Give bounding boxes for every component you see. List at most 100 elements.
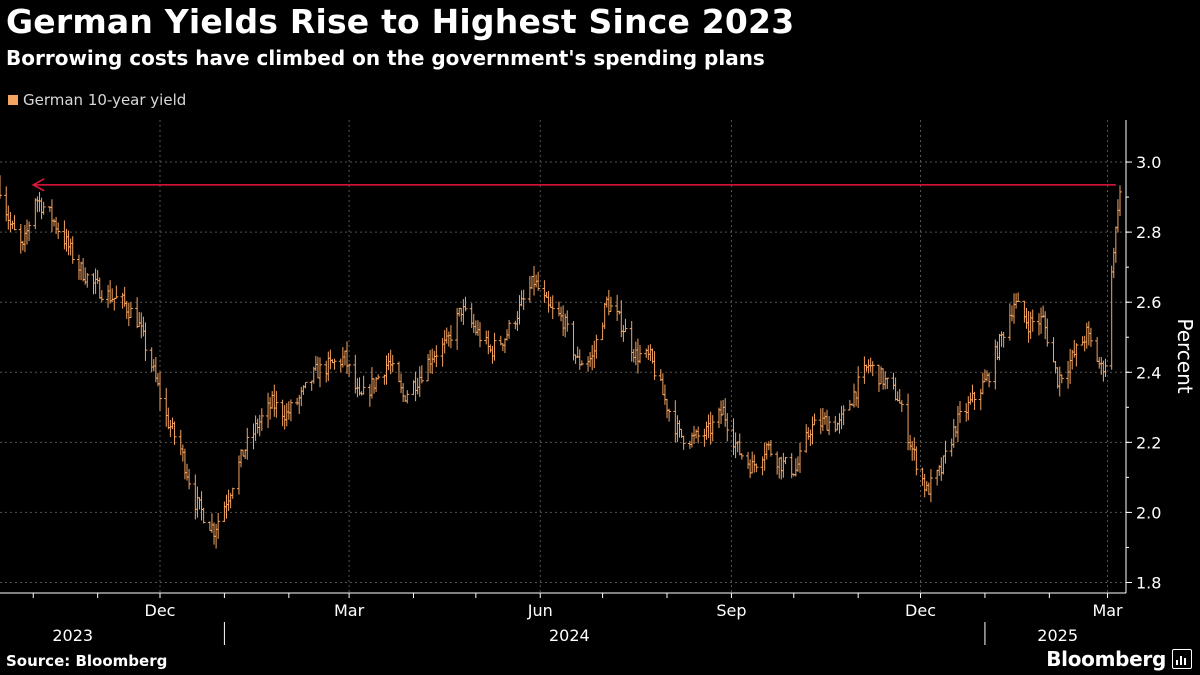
- ohlc-bar: [99, 290, 104, 303]
- ohlc-bar: [457, 307, 462, 317]
- ohlc-bar: [723, 398, 728, 427]
- ohlc-bar: [1053, 360, 1058, 374]
- ohlc-bar: [748, 459, 753, 479]
- ohlc-bar: [997, 334, 1002, 361]
- ohlc-bar: [862, 356, 867, 384]
- ohlc-bar: [1113, 226, 1118, 263]
- ohlc-bar: [529, 276, 534, 290]
- ohlc-bar: [168, 420, 173, 438]
- x-tick-label: Jun: [527, 601, 553, 620]
- ohlc-bar: [299, 387, 304, 407]
- ohlc-bar: [85, 273, 90, 288]
- ohlc-bar: [70, 236, 75, 264]
- ohlc-bar: [1115, 199, 1120, 233]
- ohlc-bar: [405, 390, 410, 404]
- ohlc-bar: [1097, 357, 1102, 369]
- ohlc-bar: [644, 348, 649, 358]
- ohlc-bar: [600, 322, 605, 341]
- ohlc-bar: [0, 175, 2, 199]
- ohlc-bar: [62, 220, 67, 250]
- ohlc-bar: [313, 355, 318, 371]
- ohlc-bar: [502, 338, 507, 354]
- ohlc-bar: [798, 442, 802, 473]
- ohlc-bar: [1101, 360, 1106, 382]
- ohlc-bar: [1016, 292, 1021, 303]
- ohlc-bar: [270, 391, 275, 409]
- ohlc-bar: [746, 452, 751, 469]
- ohlc-bar: [1103, 358, 1108, 377]
- ohlc-bar: [1051, 337, 1056, 363]
- ohlc-bar: [56, 222, 61, 240]
- ohlc-bar: [455, 307, 460, 350]
- ohlc-bar: [446, 331, 451, 347]
- ohlc-bar: [309, 380, 314, 391]
- ohlc-bar: [1014, 293, 1019, 309]
- ohlc-bar: [4, 186, 9, 222]
- ohlc-bars: [0, 175, 1122, 549]
- ohlc-bar: [492, 332, 497, 361]
- y-tick-label: 2.8: [1136, 223, 1161, 242]
- ohlc-bar: [143, 322, 148, 361]
- ohlc-bar: [546, 290, 551, 313]
- ohlc-bar: [68, 238, 73, 256]
- ohlc-bar: [128, 302, 133, 319]
- ohlc-bar: [430, 348, 435, 374]
- ohlc-bar: [158, 371, 162, 411]
- ohlc-bar: [463, 296, 468, 312]
- ohlc-bar: [939, 457, 944, 481]
- ohlc-bar: [559, 306, 564, 322]
- ohlc-bar: [667, 408, 672, 422]
- ohlc-bar: [696, 426, 701, 444]
- ohlc-bar: [239, 449, 244, 468]
- ohlc-bar: [253, 415, 258, 441]
- ohlc-bar: [735, 441, 740, 453]
- ohlc-bar: [779, 456, 784, 480]
- ohlc-bar: [486, 330, 491, 355]
- ohlc-bar: [79, 261, 84, 281]
- ohlc-bar: [633, 341, 638, 366]
- ohlc-bar: [507, 319, 512, 339]
- ohlc-bar: [689, 432, 694, 448]
- x-axis: Dec Mar Jun Sep Dec Mar 2023 2024 2025: [0, 592, 1126, 645]
- ohlc-bar: [442, 330, 447, 354]
- ohlc-bar: [10, 220, 15, 229]
- ohlc-bar: [1074, 343, 1079, 367]
- ohlc-bar: [280, 399, 285, 427]
- ohlc-bar: [303, 381, 308, 389]
- y-tick-label: 2.2: [1136, 433, 1161, 452]
- ohlc-bar: [781, 452, 786, 478]
- ohlc-bar: [708, 411, 713, 445]
- ohlc-bar: [141, 316, 146, 337]
- ohlc-bar: [920, 467, 925, 486]
- ohlc-bar: [282, 405, 287, 430]
- ohlc-bar: [139, 312, 144, 339]
- ohlc-bar: [926, 482, 931, 495]
- ohlc-bar: [345, 341, 350, 374]
- ohlc-bar: [621, 324, 626, 342]
- y-tick-label: 1.8: [1136, 573, 1161, 592]
- ohlc-bar: [958, 400, 962, 424]
- ohlc-bar: [550, 295, 555, 319]
- ohlc-bar: [187, 468, 192, 490]
- ohlc-bar: [775, 451, 780, 475]
- ohlc-bar: [588, 352, 593, 367]
- ohlc-bar: [8, 211, 13, 233]
- ohlc-bar: [982, 369, 987, 383]
- ohlc-bar: [868, 357, 873, 372]
- ohlc-bar: [586, 356, 591, 372]
- ohlc-bar: [182, 448, 187, 480]
- x-tick-label: Sep: [716, 601, 746, 620]
- ohlc-bar: [629, 321, 634, 362]
- ohlc-bar: [1045, 318, 1050, 347]
- ohlc-bar: [1026, 311, 1031, 343]
- ohlc-bar: [52, 218, 57, 227]
- ohlc-bar: [259, 408, 264, 431]
- annotation-arrow: [31, 178, 1116, 192]
- ohlc-bar: [428, 349, 433, 374]
- x-tick-label: Dec: [905, 601, 936, 620]
- ohlc-bar: [12, 215, 17, 231]
- ohlc-bar: [359, 391, 364, 396]
- ohlc-bar: [1043, 311, 1048, 340]
- ohlc-bar: [702, 428, 707, 447]
- ohlc-bar: [255, 418, 260, 434]
